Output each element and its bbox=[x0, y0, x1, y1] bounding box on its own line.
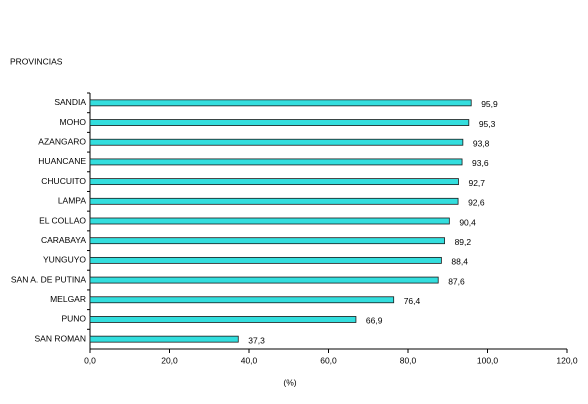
y-tick-label: MELGAR bbox=[50, 294, 86, 304]
y-tick-label: EL COLLAO bbox=[39, 215, 86, 225]
bar bbox=[89, 296, 395, 304]
bar bbox=[89, 237, 445, 245]
x-tick-label: 20,0 bbox=[161, 355, 178, 365]
y-tick-label: AZANGARO bbox=[38, 136, 86, 146]
y-tick-label: HUANCANE bbox=[38, 156, 86, 166]
value-label: 76,4 bbox=[404, 296, 421, 306]
y-tick-label: MOHO bbox=[60, 117, 87, 127]
x-tick-label: 100,0 bbox=[477, 355, 499, 365]
bar bbox=[89, 256, 442, 264]
y-tick-label: CARABAYA bbox=[41, 235, 86, 245]
y-tick-label: LAMPA bbox=[58, 196, 87, 206]
value-label: 90,4 bbox=[459, 217, 476, 227]
bar bbox=[89, 138, 464, 146]
x-axis-title: (%) bbox=[283, 377, 296, 387]
bar bbox=[89, 158, 463, 166]
x-tick-label: 120,0 bbox=[556, 355, 578, 365]
y-tick-label: SAN ROMAN bbox=[35, 333, 86, 343]
bar bbox=[89, 217, 450, 225]
x-tick-label: 0,0 bbox=[84, 355, 96, 365]
bar bbox=[89, 316, 357, 323]
value-label: 95,3 bbox=[479, 119, 496, 129]
value-label: 87,6 bbox=[448, 276, 465, 286]
value-label: 93,8 bbox=[473, 138, 490, 148]
value-label: 95,9 bbox=[481, 99, 498, 109]
bar bbox=[89, 276, 439, 284]
x-tick-label: 60,0 bbox=[320, 355, 337, 365]
value-label: 93,6 bbox=[472, 158, 489, 168]
x-tick-label: 40,0 bbox=[241, 355, 258, 365]
x-tick-label: 80,0 bbox=[400, 355, 417, 365]
bar bbox=[89, 197, 459, 205]
bar bbox=[89, 119, 470, 126]
bar bbox=[89, 178, 459, 186]
value-label: 88,4 bbox=[451, 257, 468, 267]
value-label: 89,2 bbox=[455, 237, 472, 247]
value-label: 37,3 bbox=[248, 335, 265, 345]
value-label: 92,6 bbox=[468, 198, 485, 208]
bar bbox=[89, 335, 239, 343]
y-tick-label: PUNO bbox=[61, 314, 86, 324]
y-tick-label: CHUCUITO bbox=[41, 176, 86, 186]
y-tick-label: SANDIA bbox=[54, 97, 86, 107]
value-label: 66,9 bbox=[366, 316, 383, 326]
y-tick-label: YUNGUYO bbox=[43, 255, 86, 265]
bar bbox=[89, 99, 472, 107]
value-label: 92,7 bbox=[468, 178, 485, 188]
y-tick-label: SAN A. DE PUTINA bbox=[11, 274, 86, 284]
y-axis-title: PROVINCIAS bbox=[10, 56, 63, 66]
